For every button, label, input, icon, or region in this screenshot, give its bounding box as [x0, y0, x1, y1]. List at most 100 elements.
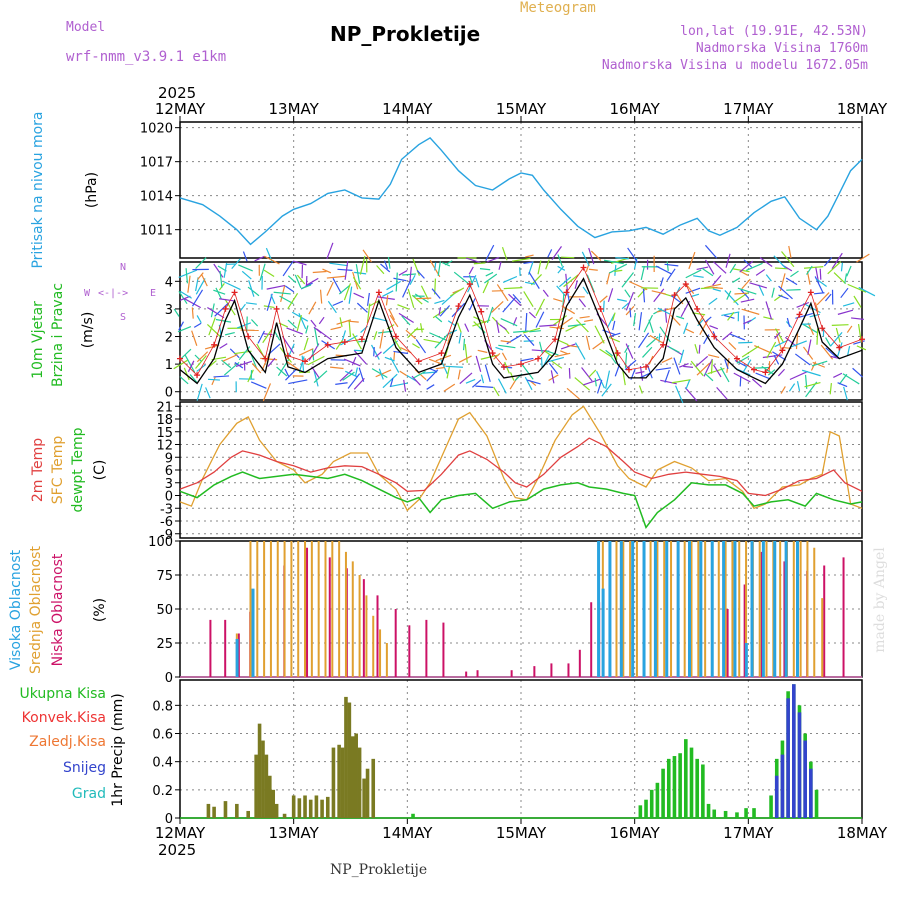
- pressure-ylabel: Pritisak na nivou mora: [30, 111, 46, 269]
- wind-arrow: [406, 374, 418, 383]
- wind-arrow: [389, 314, 399, 328]
- precip-bar-total: [644, 799, 648, 818]
- wind-arrow: [189, 374, 198, 384]
- wind-arrow: [784, 336, 798, 348]
- wind-arrow: [453, 271, 470, 285]
- wind-arrow: [423, 338, 442, 344]
- wind-arrow: [759, 257, 773, 268]
- wind-arrow: [690, 360, 704, 377]
- wind-arrow: [664, 263, 679, 267]
- precip-bar-total: [257, 723, 262, 818]
- wind-arrow: [815, 267, 820, 284]
- precip-bar-total: [362, 778, 366, 818]
- precip-bar-total: [320, 799, 324, 818]
- wind-arrow: [581, 367, 593, 382]
- wind-arrow: [624, 289, 631, 298]
- wind-arrow: [443, 383, 456, 392]
- precip-bar-snow: [803, 740, 807, 818]
- wind-arrow: [484, 364, 491, 382]
- wind-arrow: [195, 257, 207, 269]
- wind-arrow: [563, 274, 579, 288]
- wind-arrow: [224, 332, 235, 336]
- wind-arrow: [409, 274, 416, 286]
- wind-arrow: [179, 290, 192, 299]
- wind-arrow: [685, 269, 702, 279]
- wind-arrow: [224, 298, 236, 316]
- wind-arrow: [389, 378, 394, 387]
- wind-arrow: [712, 364, 722, 378]
- wind-arrow: [557, 265, 565, 274]
- wind-arrow: [703, 358, 713, 377]
- wind-arrow: [633, 312, 637, 327]
- wind-arrow: [660, 292, 673, 297]
- y-tick-label: 0: [165, 490, 173, 505]
- wind-arrow: [837, 382, 848, 388]
- wind-arrow: [520, 363, 534, 380]
- wind-arrow: [802, 346, 814, 360]
- wind-arrow: [783, 346, 792, 350]
- wind-arrow: [609, 332, 621, 338]
- y-tick-label: 4: [165, 275, 173, 290]
- wind-arrow: [426, 384, 435, 390]
- wind-arrow: [766, 341, 777, 359]
- wind-arrow: [643, 314, 654, 333]
- wind-arrow: [767, 369, 776, 376]
- wind-arrow: [811, 360, 828, 367]
- wind-arrow: [332, 300, 344, 307]
- wind-arrow: [284, 285, 295, 293]
- wind-arrow: [393, 350, 409, 355]
- wind-arrow: [265, 247, 273, 263]
- wind-arrow: [484, 273, 498, 284]
- precip-bar-total: [661, 768, 665, 818]
- wind-arrow: [462, 338, 466, 351]
- wind-arrow: [710, 359, 713, 374]
- wind-arrow: [439, 357, 448, 375]
- wind-arrow: [646, 336, 659, 348]
- wind-arrow: [178, 321, 185, 331]
- wind-arrow: [803, 266, 824, 269]
- wind-arrow: [353, 349, 368, 365]
- wind-arrow: [781, 251, 795, 268]
- wind-arrow: [659, 326, 671, 343]
- wind-gust-marker: [694, 305, 701, 312]
- wind-gust-marker: [302, 358, 309, 365]
- wind-arrow: [480, 374, 485, 384]
- wind-arrow: [458, 355, 472, 363]
- wind-arrow: [401, 315, 411, 326]
- wind-arrow: [348, 286, 353, 304]
- wind-arrow: [794, 353, 811, 366]
- wind-arrow: [273, 291, 291, 295]
- wind-arrow: [383, 260, 389, 270]
- precip-bar-total: [774, 758, 779, 818]
- x-tick-label-top: 14MAY: [382, 100, 433, 118]
- wind-arrow: [279, 347, 292, 363]
- precip-bar-total: [695, 758, 699, 818]
- y-tick-label: 9: [165, 451, 173, 466]
- wind-arrow: [173, 359, 188, 370]
- wind-arrow: [588, 268, 598, 271]
- wind-arrow: [788, 245, 792, 259]
- y-tick-label: 0.4: [152, 756, 173, 771]
- wind-arrow: [522, 327, 541, 334]
- wind-arrow: [684, 387, 698, 402]
- wind-arrow: [251, 319, 259, 327]
- wind-arrow: [754, 366, 770, 369]
- wind-arrow: [725, 253, 731, 268]
- wind-arrow: [614, 363, 621, 377]
- wind-arrow: [414, 293, 429, 303]
- wind-arrow: [183, 367, 190, 381]
- wind-gust-marker: [341, 339, 348, 346]
- wind-arrow: [831, 252, 843, 270]
- wind-arrow: [712, 331, 718, 341]
- wind-arrow: [683, 365, 694, 368]
- wind-arrow: [837, 342, 843, 357]
- precip-bar-total: [350, 736, 355, 818]
- wind-arrow: [754, 345, 773, 354]
- wind-arrow: [352, 276, 362, 290]
- wind-arrow: [322, 268, 332, 274]
- wind-arrow: [178, 269, 198, 279]
- wind-gust-marker: [711, 333, 718, 340]
- wind-gust-marker: [859, 336, 865, 343]
- wind-arrow: [348, 320, 359, 323]
- wind-arrow: [526, 379, 541, 385]
